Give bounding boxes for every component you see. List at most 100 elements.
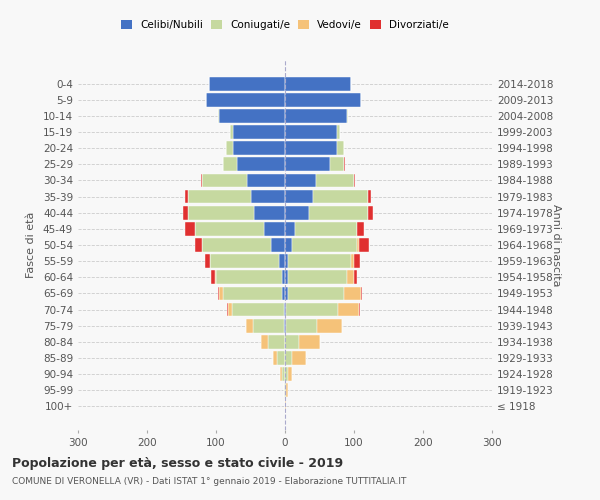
Bar xyxy=(284,319,285,332)
Bar xyxy=(292,238,358,252)
Bar xyxy=(218,286,220,300)
Bar xyxy=(261,335,268,348)
Bar xyxy=(280,254,285,268)
Bar xyxy=(292,351,306,365)
Bar xyxy=(230,125,233,139)
Bar xyxy=(220,109,285,123)
Bar xyxy=(209,77,285,90)
Bar xyxy=(232,302,284,316)
Bar xyxy=(229,302,232,316)
Bar xyxy=(286,302,338,316)
Bar xyxy=(277,351,285,365)
Bar xyxy=(285,109,347,123)
Bar xyxy=(359,238,369,252)
Bar xyxy=(286,384,288,397)
Bar xyxy=(185,190,188,203)
Bar xyxy=(285,222,295,235)
Bar xyxy=(202,238,271,252)
Bar xyxy=(254,206,285,220)
Bar xyxy=(285,206,309,220)
Bar xyxy=(359,302,360,316)
Bar xyxy=(284,384,285,397)
Bar xyxy=(350,254,354,268)
Bar xyxy=(206,93,285,106)
Bar xyxy=(285,302,286,316)
Bar xyxy=(285,190,313,203)
Bar xyxy=(268,335,285,348)
Bar xyxy=(247,174,285,188)
Bar xyxy=(245,319,253,332)
Bar xyxy=(354,254,359,268)
Bar xyxy=(354,174,355,188)
Y-axis label: Anni di nascita: Anni di nascita xyxy=(551,204,560,286)
Bar xyxy=(227,302,229,316)
Bar xyxy=(233,125,285,139)
Bar xyxy=(273,351,277,365)
Bar xyxy=(295,222,358,235)
Bar xyxy=(265,222,285,235)
Bar xyxy=(281,286,285,300)
Bar xyxy=(285,93,361,106)
Bar xyxy=(284,302,285,316)
Legend: Celibi/Nubili, Coniugati/e, Vedovi/e, Divorziati/e: Celibi/Nubili, Coniugati/e, Vedovi/e, Di… xyxy=(118,17,452,34)
Bar xyxy=(285,384,286,397)
Bar xyxy=(289,286,344,300)
Bar xyxy=(285,286,289,300)
Bar xyxy=(338,302,359,316)
Bar xyxy=(285,158,330,171)
Bar xyxy=(188,190,251,203)
Bar xyxy=(337,125,340,139)
Bar xyxy=(285,238,292,252)
Bar xyxy=(218,109,220,123)
Bar xyxy=(347,270,354,284)
Bar xyxy=(285,367,289,381)
Bar xyxy=(368,206,373,220)
Bar xyxy=(285,400,286,413)
Bar xyxy=(251,190,285,203)
Y-axis label: Fasce di età: Fasce di età xyxy=(26,212,36,278)
Bar xyxy=(183,206,188,220)
Bar xyxy=(233,142,285,155)
Bar xyxy=(286,319,317,332)
Bar xyxy=(330,158,344,171)
Bar xyxy=(285,77,350,90)
Bar xyxy=(317,319,341,332)
Bar xyxy=(223,158,236,171)
Bar xyxy=(289,270,347,284)
Bar xyxy=(285,335,299,348)
Text: Popolazione per età, sesso e stato civile - 2019: Popolazione per età, sesso e stato civil… xyxy=(12,458,343,470)
Bar xyxy=(289,254,350,268)
Bar xyxy=(344,158,345,171)
Bar xyxy=(285,270,289,284)
Bar xyxy=(280,367,281,381)
Bar xyxy=(271,238,285,252)
Bar xyxy=(361,286,362,300)
Bar xyxy=(211,270,215,284)
Bar xyxy=(223,286,281,300)
Bar xyxy=(309,206,368,220)
Bar xyxy=(368,190,371,203)
Bar xyxy=(202,174,247,188)
Bar xyxy=(354,270,358,284)
Bar xyxy=(347,109,349,123)
Bar xyxy=(205,254,211,268)
Bar xyxy=(285,174,316,188)
Bar xyxy=(188,206,254,220)
Bar xyxy=(196,222,265,235)
Bar xyxy=(236,158,285,171)
Bar xyxy=(289,367,292,381)
Text: COMUNE DI VERONELLA (VR) - Dati ISTAT 1° gennaio 2019 - Elaborazione TUTTITALIA.: COMUNE DI VERONELLA (VR) - Dati ISTAT 1°… xyxy=(12,478,406,486)
Bar xyxy=(285,254,289,268)
Bar xyxy=(337,142,344,155)
Bar xyxy=(344,286,361,300)
Bar xyxy=(285,319,286,332)
Bar xyxy=(358,238,359,252)
Bar xyxy=(316,174,354,188)
Bar xyxy=(253,319,284,332)
Bar xyxy=(201,174,202,188)
Bar xyxy=(196,238,202,252)
Bar xyxy=(216,270,281,284)
Bar xyxy=(215,270,216,284)
Bar xyxy=(285,351,292,365)
Bar xyxy=(299,335,320,348)
